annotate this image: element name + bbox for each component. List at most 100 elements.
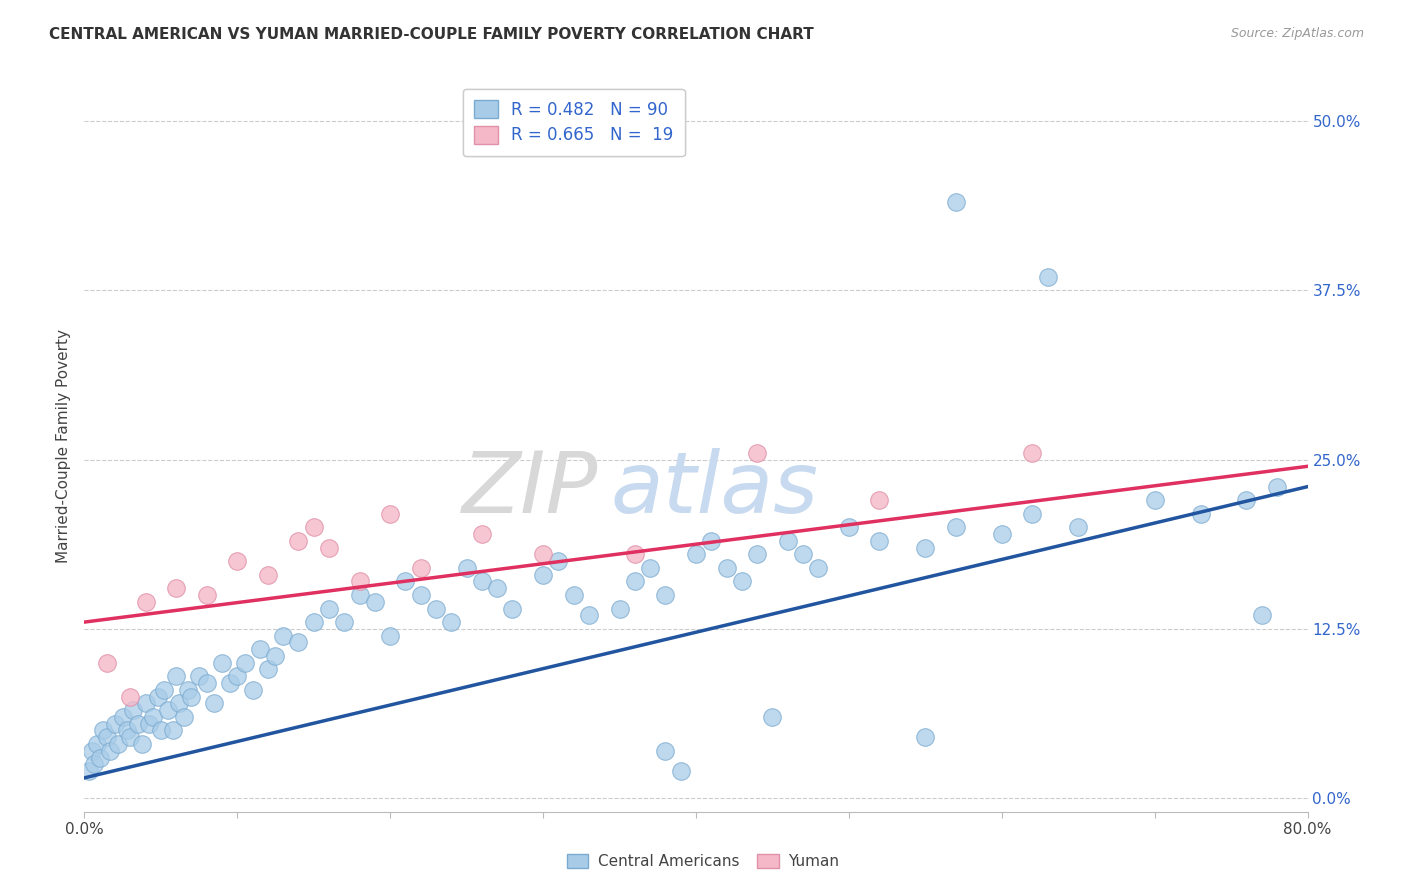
Point — [167, 697, 190, 711]
Point — [471, 574, 494, 589]
Point — [195, 676, 218, 690]
Text: Source: ZipAtlas.com: Source: ZipAtlas.com — [1230, 27, 1364, 40]
Point — [226, 554, 249, 568]
Point — [776, 533, 799, 548]
Point — [409, 588, 432, 602]
Point — [96, 656, 118, 670]
Point — [233, 656, 256, 670]
Point — [153, 682, 176, 697]
Point — [409, 561, 432, 575]
Text: atlas: atlas — [610, 449, 818, 532]
Point — [115, 723, 138, 738]
Point — [471, 527, 494, 541]
Point — [700, 533, 723, 548]
Point — [302, 615, 325, 629]
Point — [104, 716, 127, 731]
Point — [991, 527, 1014, 541]
Point — [165, 669, 187, 683]
Point — [761, 710, 783, 724]
Point — [792, 547, 814, 561]
Point — [257, 567, 280, 582]
Point — [1250, 608, 1272, 623]
Point — [96, 730, 118, 744]
Point — [157, 703, 180, 717]
Point — [380, 629, 402, 643]
Point — [91, 723, 114, 738]
Point — [1265, 480, 1288, 494]
Point — [1189, 507, 1212, 521]
Point — [135, 697, 157, 711]
Point — [120, 690, 142, 704]
Point — [638, 561, 661, 575]
Legend: R = 0.482   N = 90, R = 0.665   N =  19: R = 0.482 N = 90, R = 0.665 N = 19 — [463, 88, 685, 156]
Point — [218, 676, 240, 690]
Point — [242, 682, 264, 697]
Point — [349, 588, 371, 602]
Point — [180, 690, 202, 704]
Point — [202, 697, 225, 711]
Point — [111, 710, 134, 724]
Point — [257, 663, 280, 677]
Point — [226, 669, 249, 683]
Point — [731, 574, 754, 589]
Point — [486, 581, 509, 595]
Point — [149, 723, 172, 738]
Point — [135, 595, 157, 609]
Point — [914, 541, 936, 555]
Point — [165, 581, 187, 595]
Point — [394, 574, 416, 589]
Point — [807, 561, 830, 575]
Point — [531, 547, 554, 561]
Point — [188, 669, 211, 683]
Point — [127, 716, 149, 731]
Point — [945, 195, 967, 210]
Point — [333, 615, 356, 629]
Point — [547, 554, 569, 568]
Point — [869, 493, 891, 508]
Point — [654, 744, 676, 758]
Point — [1143, 493, 1166, 508]
Point — [1236, 493, 1258, 508]
Point — [249, 642, 271, 657]
Point — [747, 446, 769, 460]
Point — [425, 601, 447, 615]
Point — [302, 520, 325, 534]
Point — [654, 588, 676, 602]
Point — [914, 730, 936, 744]
Point — [440, 615, 463, 629]
Point — [318, 541, 340, 555]
Point — [578, 608, 600, 623]
Point — [146, 690, 169, 704]
Point — [287, 533, 309, 548]
Point — [669, 764, 692, 778]
Point — [609, 601, 631, 615]
Point — [1021, 507, 1043, 521]
Point — [83, 757, 105, 772]
Point — [318, 601, 340, 615]
Point — [1021, 446, 1043, 460]
Text: ZIP: ZIP — [461, 449, 598, 532]
Point — [177, 682, 200, 697]
Point — [838, 520, 860, 534]
Point — [531, 567, 554, 582]
Y-axis label: Married-Couple Family Poverty: Married-Couple Family Poverty — [56, 329, 72, 563]
Point — [131, 737, 153, 751]
Point — [869, 533, 891, 548]
Point — [162, 723, 184, 738]
Point — [624, 547, 647, 561]
Text: CENTRAL AMERICAN VS YUMAN MARRIED-COUPLE FAMILY POVERTY CORRELATION CHART: CENTRAL AMERICAN VS YUMAN MARRIED-COUPLE… — [49, 27, 814, 42]
Point — [747, 547, 769, 561]
Point — [173, 710, 195, 724]
Point — [271, 629, 294, 643]
Point — [502, 601, 524, 615]
Point — [287, 635, 309, 649]
Point — [86, 737, 108, 751]
Point — [89, 750, 111, 764]
Point — [945, 520, 967, 534]
Point — [195, 588, 218, 602]
Point — [98, 744, 121, 758]
Point — [380, 507, 402, 521]
Point — [349, 574, 371, 589]
Point — [456, 561, 478, 575]
Point — [562, 588, 585, 602]
